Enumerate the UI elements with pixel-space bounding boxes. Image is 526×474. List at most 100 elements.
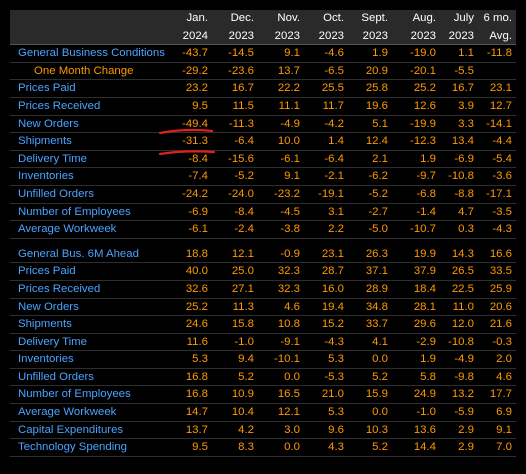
table-cell-value: 10.3 bbox=[348, 422, 392, 440]
table-cell-value: 24.9 bbox=[392, 386, 440, 405]
table-cell-value: 17.7 bbox=[478, 386, 516, 405]
table-cell-value: 2.9 bbox=[440, 439, 478, 457]
table-cell-value: 28.7 bbox=[304, 263, 348, 281]
table-cell-value: 9.4 bbox=[212, 351, 258, 369]
row-label: One Month Change bbox=[10, 63, 168, 81]
row-label: Number of Employees bbox=[10, 386, 168, 405]
row-label: General Bus. 6M Ahead bbox=[10, 246, 168, 264]
table-cell-value: -19.0 bbox=[392, 45, 440, 63]
table-cell-value: 13.7 bbox=[258, 63, 304, 81]
row-label: Capital Expenditures bbox=[10, 422, 168, 440]
table-cell-value: -1.4 bbox=[392, 204, 440, 222]
table-cell-value: 0.0 bbox=[258, 369, 304, 387]
table-cell-value: 18.4 bbox=[392, 281, 440, 299]
table-cell-value: 11.0 bbox=[440, 299, 478, 317]
table-cell-value: -2.1 bbox=[304, 168, 348, 186]
row-label: New Orders bbox=[10, 299, 168, 317]
table-cell-value: 16.8 bbox=[168, 369, 212, 387]
column-header-month: Dec. bbox=[212, 10, 258, 28]
table-cell-value: -6.9 bbox=[168, 204, 212, 222]
table-cell-value: 27.1 bbox=[212, 281, 258, 299]
table-cell-value: -5.2 bbox=[348, 186, 392, 204]
table-cell-value: 4.6 bbox=[478, 369, 516, 387]
table-cell-value: -7.4 bbox=[168, 168, 212, 186]
column-header-month: Aug. bbox=[392, 10, 440, 28]
table-cell-value: 11.5 bbox=[212, 98, 258, 116]
table-cell-value: 16.7 bbox=[212, 80, 258, 98]
table-cell-value: 29.6 bbox=[392, 316, 440, 334]
table-cell-value: 21.0 bbox=[304, 386, 348, 405]
table-cell-value: 9.5 bbox=[168, 439, 212, 457]
table-cell-value: -6.4 bbox=[304, 151, 348, 169]
table-cell-value: 32.3 bbox=[258, 263, 304, 281]
table-cell-value: 5.2 bbox=[212, 369, 258, 387]
table-cell-value: -10.8 bbox=[440, 334, 478, 352]
table-cell-value: 14.3 bbox=[440, 246, 478, 264]
table-cell-value: 16.0 bbox=[304, 281, 348, 299]
table-cell-value: 5.2 bbox=[348, 439, 392, 457]
table-cell-value: 28.1 bbox=[392, 299, 440, 317]
table-cell-value: 5.2 bbox=[348, 369, 392, 387]
table-cell-value: 1.1 bbox=[440, 45, 478, 63]
table-cell-value: 5.1 bbox=[348, 116, 392, 134]
table-cell-value: 13.2 bbox=[440, 386, 478, 405]
table-cell-value: -5.5 bbox=[440, 63, 478, 81]
table-cell-value: 9.1 bbox=[258, 168, 304, 186]
table-cell-value: 12.1 bbox=[212, 246, 258, 264]
table-cell-value: 14.7 bbox=[168, 404, 212, 422]
table-cell-value: -49.4 bbox=[168, 116, 212, 134]
table-cell-value: 4.2 bbox=[212, 422, 258, 440]
table-cell-value: 22.2 bbox=[258, 80, 304, 98]
table-cell-value: 10.8 bbox=[258, 316, 304, 334]
table-cell-value: -12.3 bbox=[392, 133, 440, 151]
column-header-year: 2023 bbox=[212, 27, 258, 46]
table-cell-value: 23.2 bbox=[168, 80, 212, 98]
row-label: Average Workweek bbox=[10, 404, 168, 422]
table-cell-value: 2.9 bbox=[440, 422, 478, 440]
table-cell-value: 2.2 bbox=[304, 221, 348, 239]
table-cell-value: 19.4 bbox=[304, 299, 348, 317]
table-cell-value: -6.1 bbox=[258, 151, 304, 169]
table-cell-value: -6.1 bbox=[168, 221, 212, 239]
table-cell-value: -8.4 bbox=[212, 204, 258, 222]
table-cell-value: 16.5 bbox=[258, 386, 304, 405]
table-cell-value: 11.1 bbox=[258, 98, 304, 116]
table-cell-value: -9.8 bbox=[440, 369, 478, 387]
column-header-month: 6 mo. bbox=[478, 10, 516, 28]
table-cell-value: 32.6 bbox=[168, 281, 212, 299]
table-cell-value: 1.9 bbox=[392, 351, 440, 369]
table-cell-value: 26.5 bbox=[440, 263, 478, 281]
table-cell-value: -5.3 bbox=[304, 369, 348, 387]
table-cell-value: 13.4 bbox=[440, 133, 478, 151]
table-cell-value: -6.9 bbox=[440, 151, 478, 169]
table-cell-value: -3.8 bbox=[258, 221, 304, 239]
table-cell-value: 3.1 bbox=[304, 204, 348, 222]
table-cell-value: -8.8 bbox=[440, 186, 478, 204]
table-cell-value: 25.2 bbox=[168, 299, 212, 317]
table-cell-value: 13.7 bbox=[168, 422, 212, 440]
table-cell-value: -1.0 bbox=[392, 404, 440, 422]
table-cell-value: 37.1 bbox=[348, 263, 392, 281]
table-cell-value: -2.7 bbox=[348, 204, 392, 222]
row-label: Unfilled Orders bbox=[10, 369, 168, 387]
table-cell-value: -19.1 bbox=[304, 186, 348, 204]
table-cell-value: 5.3 bbox=[168, 351, 212, 369]
table-cell-value: -24.2 bbox=[168, 186, 212, 204]
table-cell-value: 23.1 bbox=[478, 80, 516, 98]
table-cell-value: -1.0 bbox=[212, 334, 258, 352]
table-cell-value: 3.9 bbox=[440, 98, 478, 116]
column-header-month: Jan. bbox=[168, 10, 212, 28]
table-cell-value: -20.1 bbox=[392, 63, 440, 81]
table-cell-value: 15.2 bbox=[304, 316, 348, 334]
table-cell-value: 19.6 bbox=[348, 98, 392, 116]
table-cell-value: -43.7 bbox=[168, 45, 212, 63]
table-cell-value: 12.1 bbox=[258, 404, 304, 422]
table-cell-value: -6.4 bbox=[212, 133, 258, 151]
table-cell-value: 3.3 bbox=[440, 116, 478, 134]
header-corner-bottom bbox=[10, 27, 168, 46]
row-label: Inventories bbox=[10, 168, 168, 186]
table-cell-value: 15.9 bbox=[348, 386, 392, 405]
table-cell-value: 16.7 bbox=[440, 80, 478, 98]
table-cell-value: 33.5 bbox=[478, 263, 516, 281]
table-cell-value: 28.9 bbox=[348, 281, 392, 299]
